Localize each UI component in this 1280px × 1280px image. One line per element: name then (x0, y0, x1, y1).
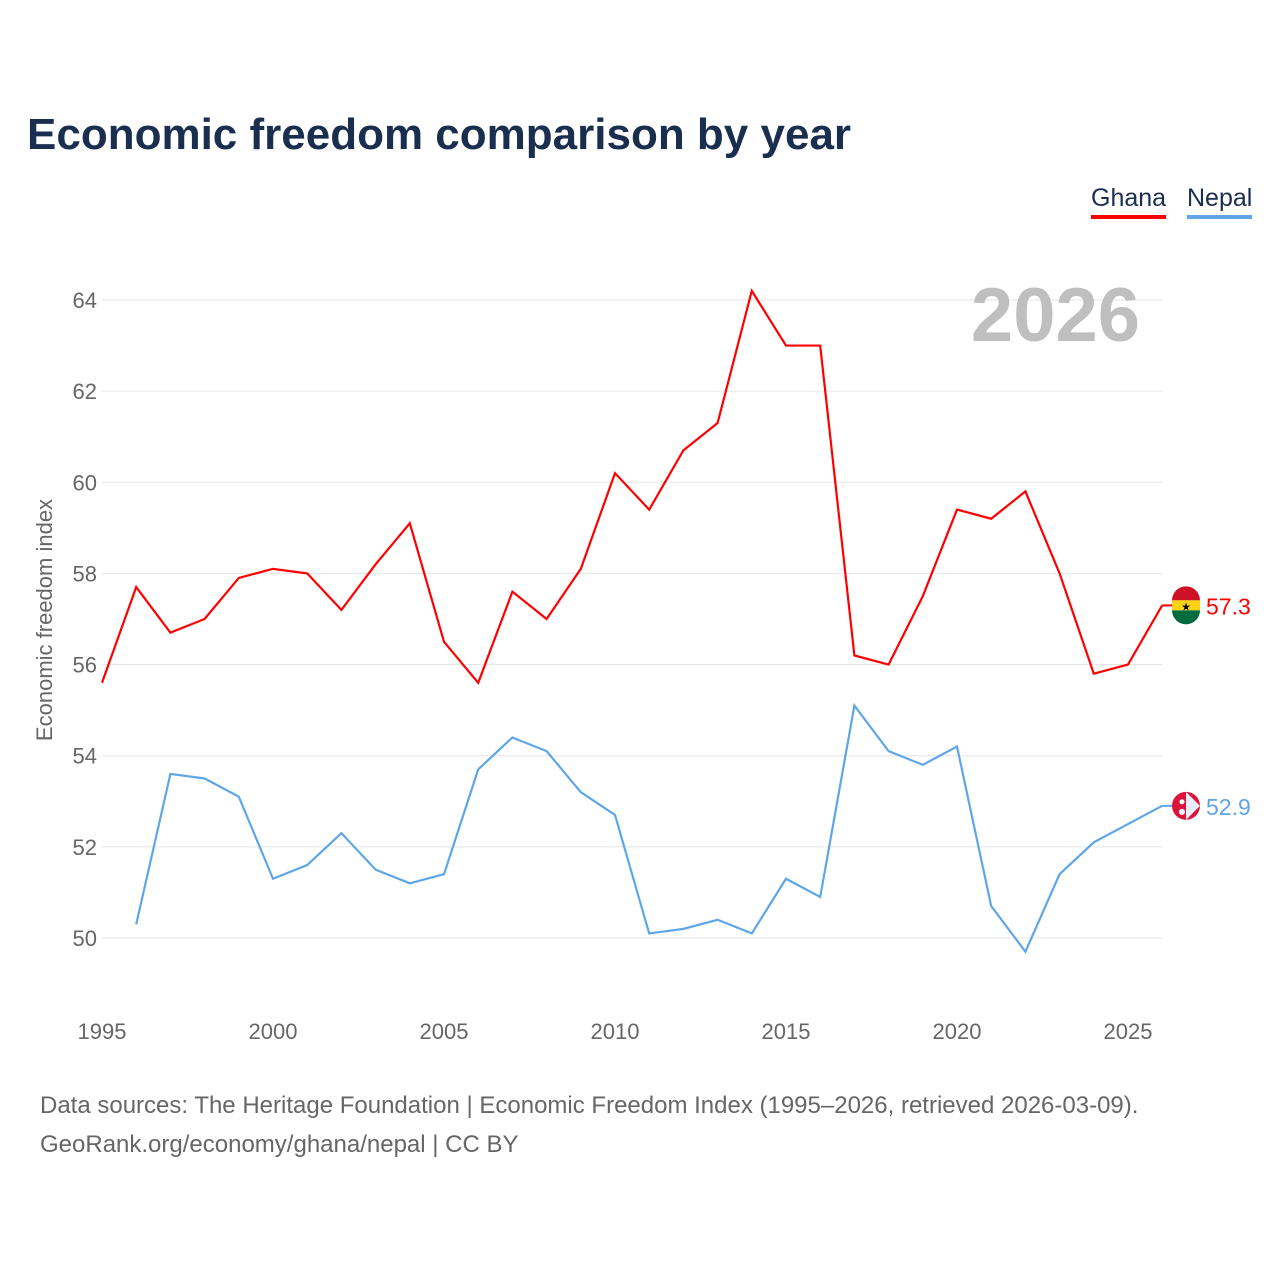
series-line-nepal (135, 702, 1163, 954)
ghana-flag-icon (1172, 600, 1200, 611)
source-note: Data sources: The Heritage Foundation | … (40, 1086, 1138, 1164)
ghana-flag-icon (1172, 586, 1200, 601)
y-tick-label: 62 (73, 379, 97, 404)
y-axis-label: Economic freedom index (32, 499, 57, 741)
year-watermark: 2026 (971, 273, 1140, 358)
ghana-flag-star: ★ (1181, 601, 1191, 613)
x-tick-label: 2000 (249, 1019, 298, 1044)
end-value-label-nepal: 52.9 (1206, 794, 1251, 820)
end-value-label-ghana: 57.3 (1206, 593, 1251, 619)
x-tick-label: 2020 (933, 1019, 982, 1044)
x-tick-label: 2025 (1104, 1019, 1153, 1044)
x-tick-label: 2005 (420, 1019, 469, 1044)
x-tick-label: 2015 (762, 1019, 811, 1044)
nepal-flag-icon (1186, 791, 1200, 820)
chart-title: Economic freedom comparison by year (27, 110, 852, 159)
x-tick-label: 1995 (78, 1019, 127, 1044)
x-tick-label: 2010 (591, 1019, 640, 1044)
y-tick-label: 52 (73, 835, 97, 860)
nepal-flag-moon (1179, 799, 1185, 805)
source-line-2[interactable]: GeoRank.org/economy/ghana/nepal | CC BY (40, 1131, 519, 1158)
series-line-ghana (100, 288, 1164, 685)
y-tick-label: 54 (73, 744, 97, 769)
ghana-flag-icon (1172, 610, 1200, 625)
y-tick-label: 56 (73, 653, 97, 678)
legend-ghana[interactable]: Ghana (1091, 184, 1167, 219)
legend-nepal[interactable]: Nepal (1187, 184, 1253, 219)
source-line-1: Data sources: The Heritage Foundation | … (40, 1092, 1139, 1119)
y-tick-label: 64 (73, 288, 97, 313)
y-tick-label: 60 (73, 470, 97, 495)
nepal-flag-sun (1179, 808, 1185, 815)
y-tick-label: 58 (73, 561, 97, 586)
y-tick-label: 50 (73, 926, 97, 951)
